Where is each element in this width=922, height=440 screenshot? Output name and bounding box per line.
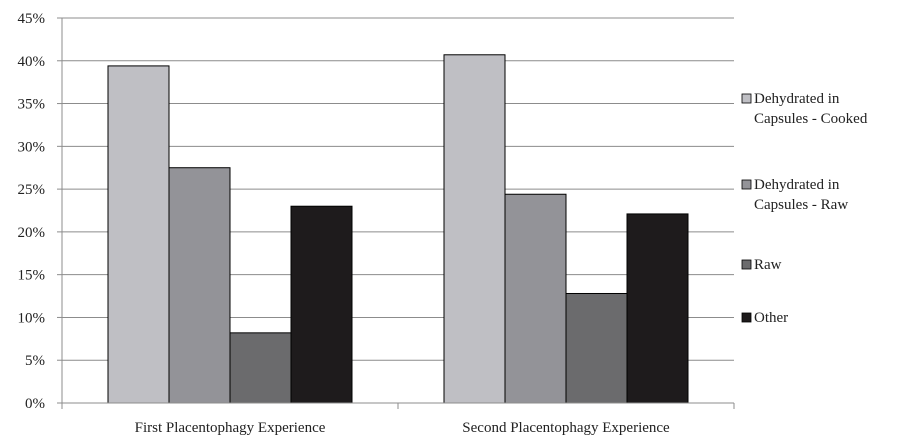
legend-label: Raw — [754, 257, 782, 273]
axes — [61, 18, 735, 409]
legend-label: Other — [754, 310, 788, 326]
bar — [290, 205, 353, 404]
bar — [229, 332, 292, 404]
y-axis-ticks: 0% 5% 10% 15% 20% 25% 30% 35% 40% 45% — [18, 11, 62, 412]
y-tick-label: 0% — [25, 396, 45, 412]
legend: Dehydrated in Capsules - Cooked Dehydrated… — [741, 91, 868, 326]
legend-swatch — [741, 312, 752, 323]
bar — [565, 292, 628, 404]
y-tick-label: 25% — [18, 182, 46, 198]
y-tick-label: 40% — [18, 54, 46, 70]
y-tick-label: 10% — [18, 310, 46, 326]
bar — [168, 167, 231, 404]
x-axis-labels: First Placentophagy Experience Second Pla… — [135, 420, 670, 436]
x-category-label: First Placentophagy Experience — [135, 420, 326, 436]
legend-label: Dehydrated in Capsules - Raw — [754, 177, 848, 213]
bar — [626, 213, 689, 404]
legend-swatch — [741, 259, 752, 270]
y-tick-label: 45% — [18, 11, 46, 27]
x-category-label: Second Placentophagy Experience — [462, 420, 670, 436]
y-tick-label: 5% — [25, 353, 45, 369]
bar — [443, 54, 506, 404]
legend-swatch — [741, 93, 752, 104]
y-tick-label: 15% — [18, 268, 46, 284]
bars — [107, 54, 689, 404]
legend-swatch — [741, 179, 752, 190]
y-tick-label: 35% — [18, 97, 46, 113]
y-tick-label: 30% — [18, 139, 46, 155]
y-tick-label: 20% — [18, 225, 46, 241]
bar — [107, 65, 170, 404]
legend-label: Dehydrated in Capsules - Cooked — [754, 91, 868, 127]
bar — [504, 193, 567, 404]
